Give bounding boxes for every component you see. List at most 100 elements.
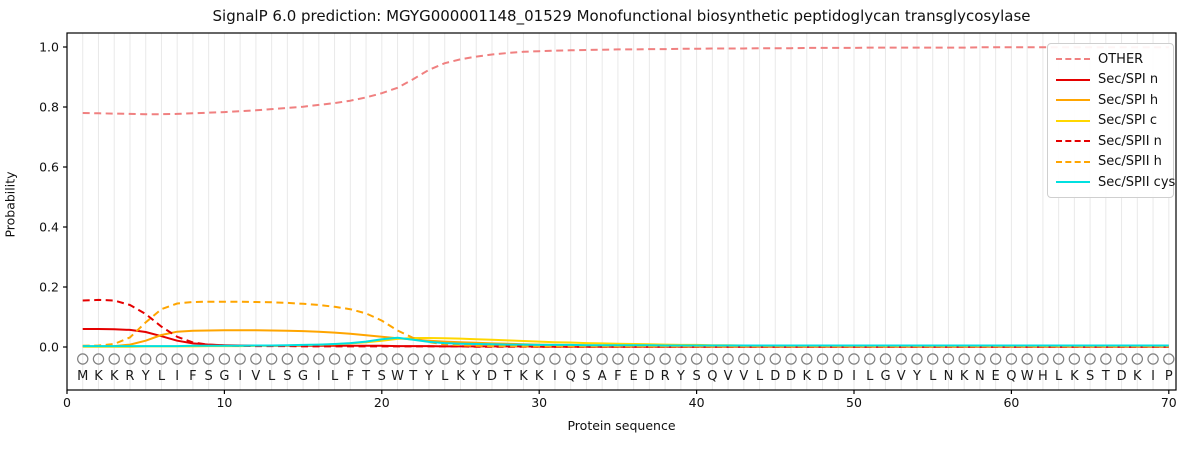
residue-letter: F	[189, 369, 196, 384]
legend-item: Sec/SPII h	[1048, 152, 1173, 173]
legend-line-sample	[1056, 140, 1090, 143]
residue-letter: L	[158, 369, 166, 384]
legend-line-sample	[1056, 119, 1090, 122]
residue-letter: T	[503, 369, 512, 384]
residue-letter: I	[1151, 369, 1155, 384]
residue-marker	[1115, 353, 1128, 365]
y-tick-label: 0.8	[39, 100, 59, 115]
residue-marker	[549, 353, 561, 365]
legend-item: Sec/SPII n	[1048, 131, 1173, 152]
residue-marker	[895, 353, 907, 365]
residue-marker	[580, 353, 593, 365]
residue-letter: I	[238, 369, 242, 384]
residue-marker	[1147, 353, 1159, 365]
residue-letter: T	[361, 369, 370, 384]
residue-letter: F	[614, 369, 621, 384]
residue-letter: L	[441, 369, 449, 384]
residue-marker	[313, 353, 325, 365]
residue-letter: D	[644, 369, 654, 384]
residue-marker	[376, 353, 388, 365]
legend-item: Sec/SPI h	[1048, 90, 1173, 111]
residue-marker	[281, 353, 294, 365]
legend-line-sample	[1056, 181, 1090, 184]
residue-marker	[564, 353, 577, 365]
residue-marker	[1021, 353, 1033, 365]
residue-marker	[643, 353, 656, 365]
legend-label: Sec/SPI h	[1098, 92, 1159, 108]
x-tick-label: 30	[531, 395, 547, 410]
residue-letter: I	[317, 369, 321, 384]
residue-letter: G	[219, 369, 229, 384]
residue-marker	[139, 353, 152, 365]
legend-line-sample	[1056, 160, 1090, 163]
x-tick-label: 0	[63, 395, 71, 410]
residue-marker	[470, 353, 482, 365]
residue-marker	[533, 353, 545, 365]
residue-marker	[659, 353, 671, 365]
plot-frame	[66, 32, 1177, 391]
residue-marker	[1068, 353, 1081, 365]
y-tick-label: 1.0	[39, 40, 59, 55]
residue-marker	[706, 353, 719, 365]
residue-letter: L	[331, 369, 339, 384]
residue-marker	[879, 353, 892, 365]
residue-marker	[454, 353, 467, 365]
residue-marker	[234, 353, 246, 365]
residue-letter: Y	[676, 369, 685, 384]
residue-letter: H	[1038, 369, 1048, 384]
residue-marker	[391, 353, 404, 365]
residue-letter: N	[944, 369, 954, 384]
residue-letter: K	[1070, 369, 1079, 384]
residue-letter: E	[630, 369, 638, 384]
residue-marker	[407, 353, 419, 365]
residue-marker	[108, 353, 120, 365]
residue-letter: N	[975, 369, 985, 384]
residue-letter: V	[739, 369, 748, 384]
residue-marker	[690, 353, 703, 365]
residue-marker	[801, 353, 813, 365]
legend-label: Sec/SPI c	[1098, 113, 1157, 129]
residue-letter: D	[833, 369, 843, 384]
residue-marker	[218, 353, 231, 365]
residue-letter: K	[535, 369, 544, 384]
residue-letter: S	[378, 369, 386, 384]
residue-marker	[832, 353, 844, 365]
residue-marker	[187, 353, 199, 365]
residue-marker	[202, 353, 215, 365]
residue-marker	[423, 353, 435, 365]
series-line-sec-spii-h	[82, 300, 1169, 348]
residue-marker	[250, 353, 262, 365]
residue-marker	[942, 353, 955, 365]
residue-marker	[612, 353, 624, 365]
residue-letter: Y	[141, 369, 150, 384]
residue-letter: D	[786, 369, 796, 384]
legend-line-sample	[1056, 58, 1090, 61]
residue-marker	[328, 353, 341, 365]
residue-letter: K	[110, 369, 119, 384]
legend-line-sample	[1056, 78, 1090, 81]
residue-letter: K	[960, 369, 969, 384]
residue-marker	[596, 353, 608, 365]
residue-letter: P	[1165, 369, 1173, 384]
x-tick-label: 40	[689, 395, 705, 410]
residue-letter: D	[1117, 369, 1127, 384]
residue-marker	[848, 353, 860, 365]
chart-title: SignalP 6.0 prediction: MGYG000001148_01…	[212, 7, 1031, 25]
residue-marker	[911, 353, 923, 365]
residue-marker	[675, 353, 687, 365]
y-tick-label: 0.6	[39, 160, 59, 175]
residue-marker	[722, 353, 734, 365]
residue-letter: S	[205, 369, 213, 384]
residue-marker	[360, 353, 372, 365]
legend-label: Sec/SPII cys	[1098, 174, 1176, 190]
residue-marker	[753, 353, 766, 365]
residue-letter: I	[553, 369, 557, 384]
residue-letter: A	[598, 369, 607, 384]
residue-marker	[738, 353, 750, 365]
residue-letter: K	[803, 369, 812, 384]
y-tick-label: 0.2	[39, 280, 59, 295]
residue-letter: G	[298, 369, 308, 384]
residue-letter: S	[1086, 369, 1094, 384]
residue-letter: Q	[1006, 369, 1016, 384]
